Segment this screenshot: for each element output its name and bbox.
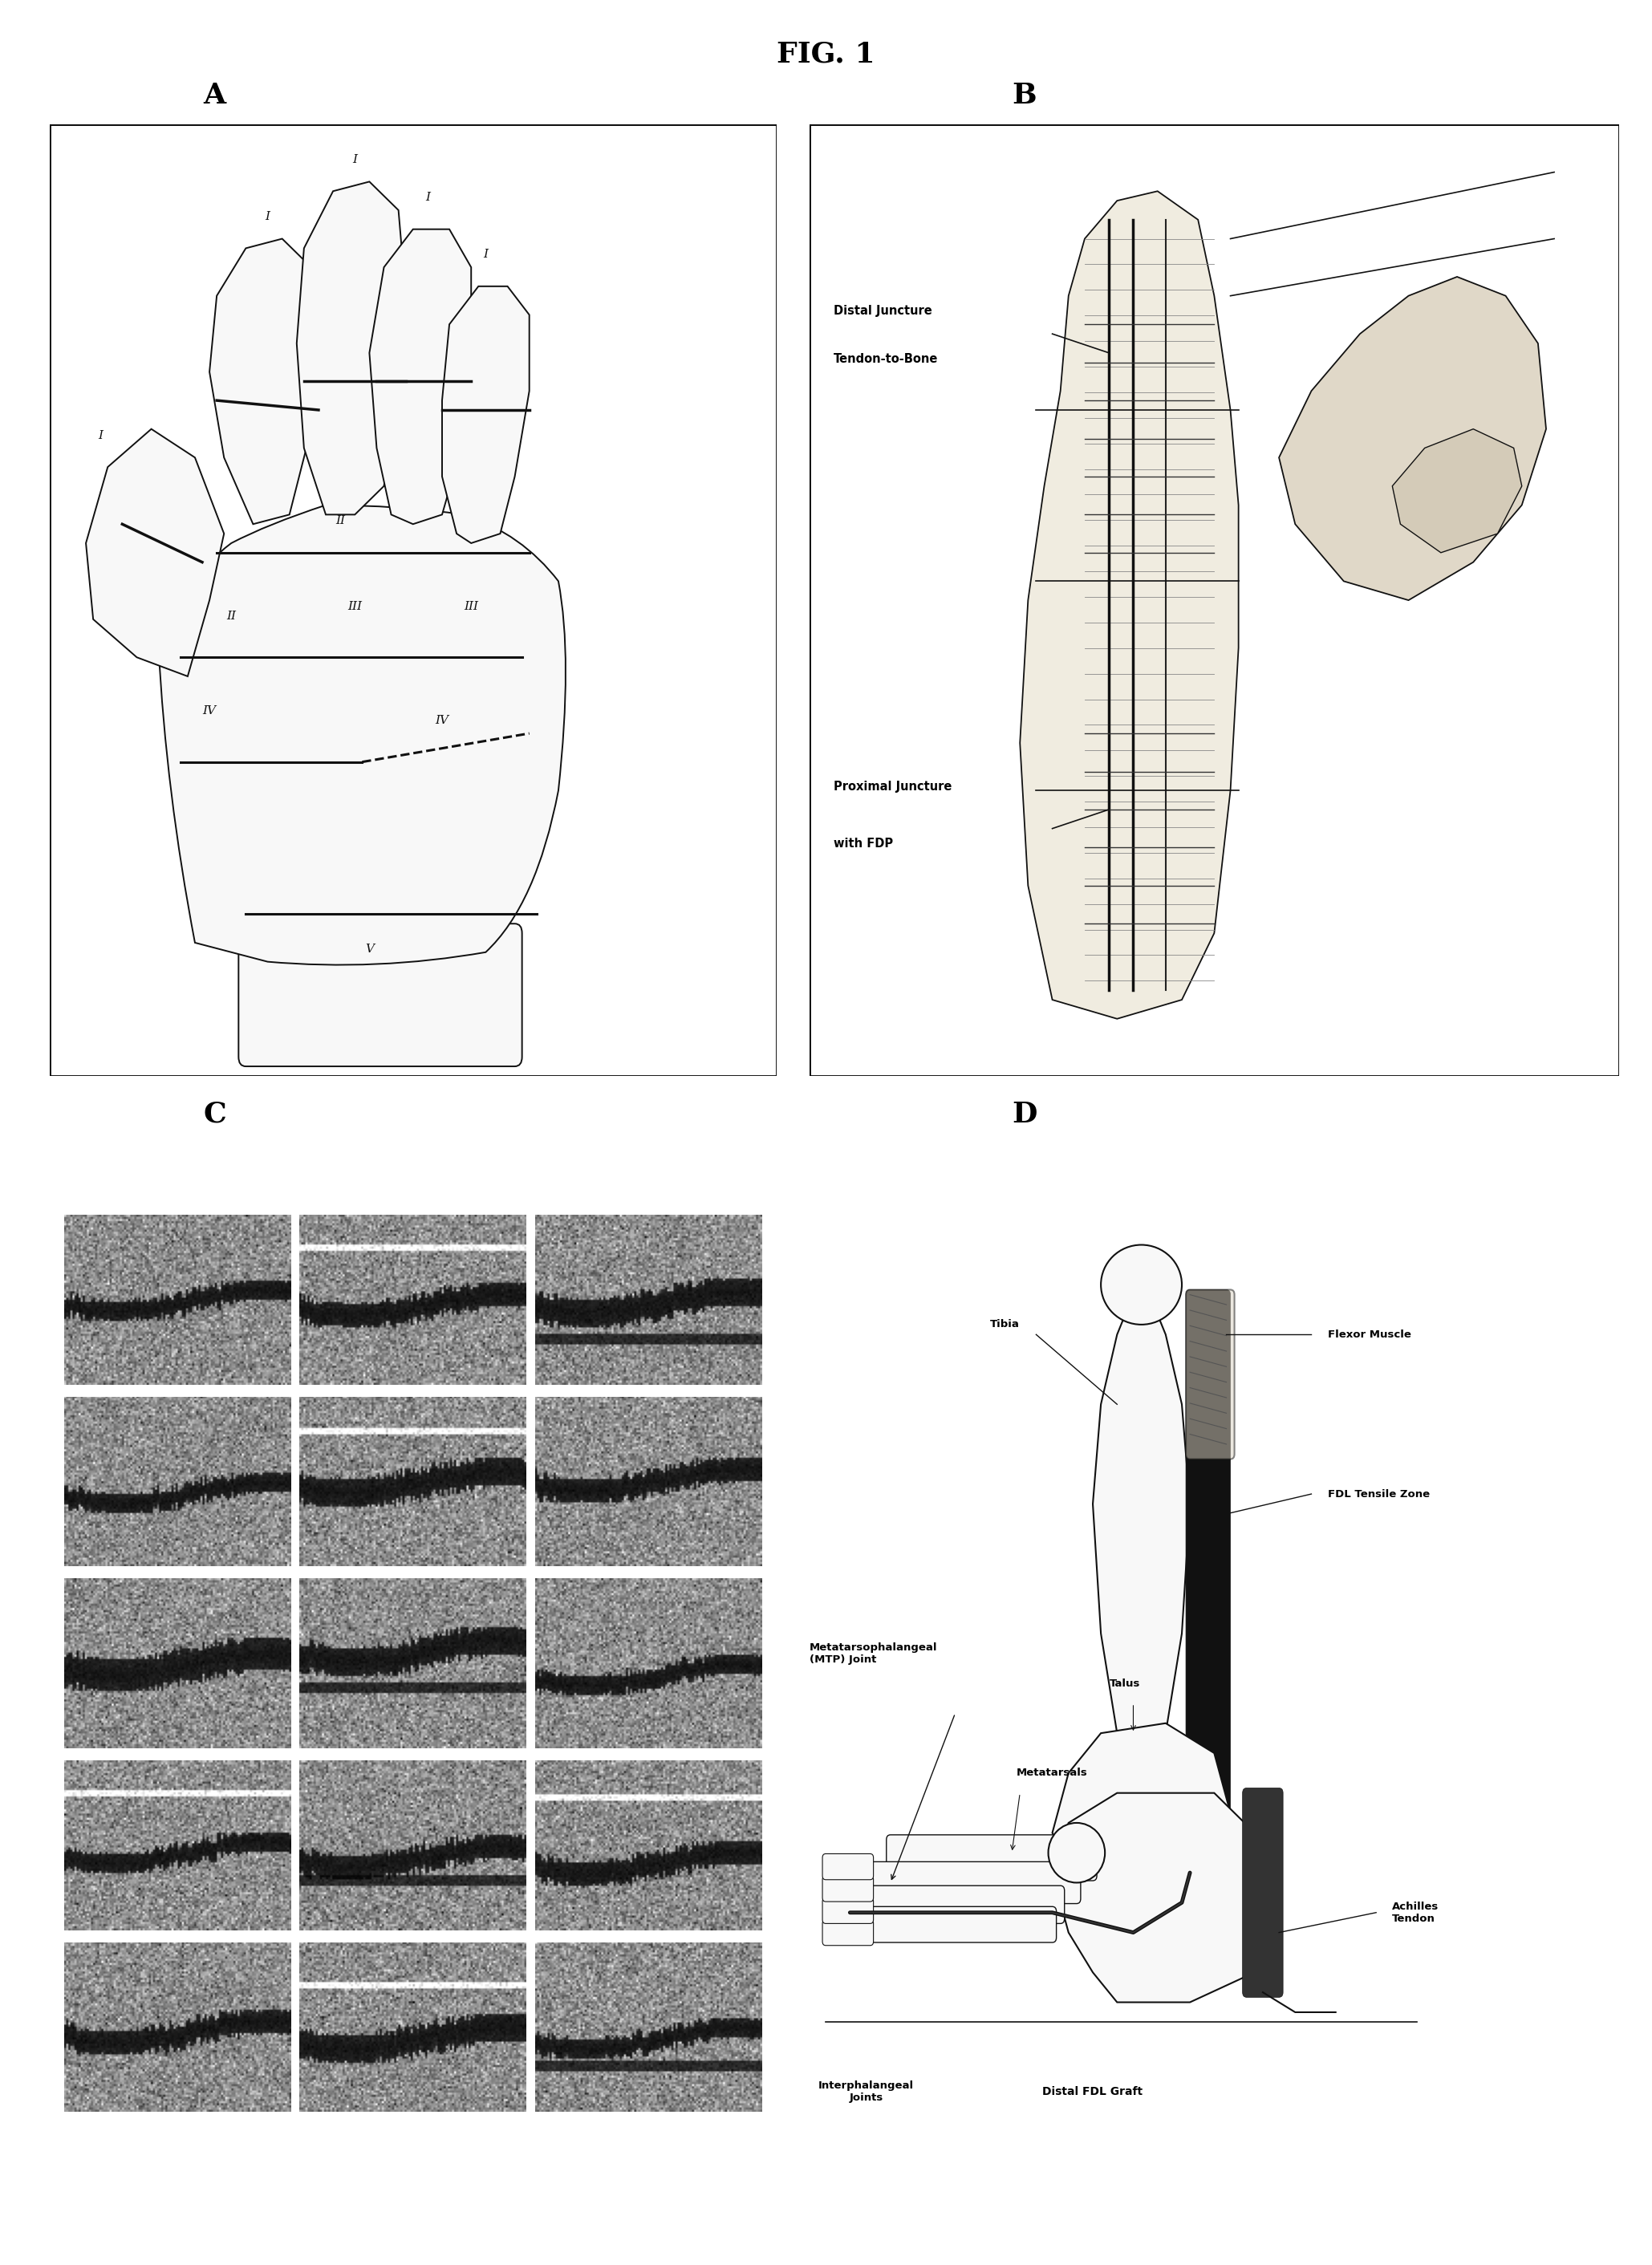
Polygon shape — [1019, 190, 1239, 1019]
Text: Distal FDL Graft: Distal FDL Graft — [1042, 2086, 1143, 2097]
Text: Metatarsals: Metatarsals — [1016, 1767, 1089, 1778]
Text: I: I — [352, 154, 357, 165]
Ellipse shape — [1049, 1823, 1105, 1882]
Text: III: III — [347, 600, 362, 612]
Polygon shape — [1052, 1724, 1231, 1894]
Text: D: D — [1011, 1101, 1037, 1128]
Text: II: II — [335, 516, 345, 525]
Text: FDL Tensile Zone: FDL Tensile Zone — [1328, 1488, 1429, 1499]
FancyBboxPatch shape — [854, 1887, 1064, 1923]
Text: A: A — [203, 82, 226, 109]
Text: II: II — [226, 612, 236, 621]
FancyBboxPatch shape — [823, 1898, 874, 1923]
FancyBboxPatch shape — [1186, 1289, 1234, 1459]
Text: Flexor Muscle: Flexor Muscle — [1328, 1330, 1411, 1341]
Polygon shape — [443, 285, 529, 544]
FancyBboxPatch shape — [823, 1875, 874, 1903]
Text: FIG. 1: FIG. 1 — [776, 41, 876, 68]
FancyBboxPatch shape — [1242, 1787, 1284, 1998]
FancyBboxPatch shape — [1186, 1289, 1231, 1878]
Polygon shape — [1393, 428, 1521, 553]
Text: I: I — [97, 430, 102, 442]
Polygon shape — [1052, 1794, 1270, 2002]
FancyBboxPatch shape — [846, 1907, 1056, 1943]
Text: with FDP: with FDP — [834, 838, 894, 849]
Text: I: I — [266, 211, 269, 222]
Text: Talus: Talus — [1110, 1678, 1140, 1690]
Polygon shape — [297, 181, 406, 514]
Polygon shape — [210, 238, 319, 523]
Text: IV: IV — [203, 707, 216, 716]
Text: IV: IV — [434, 716, 449, 727]
Text: V: V — [365, 945, 373, 954]
Polygon shape — [370, 229, 471, 523]
Text: Distal Juncture: Distal Juncture — [834, 306, 932, 317]
Text: B: B — [1013, 82, 1036, 109]
FancyBboxPatch shape — [823, 1853, 874, 1880]
Text: Interphalangeal
Joints: Interphalangeal Joints — [818, 2082, 914, 2104]
Text: Proximal Juncture: Proximal Juncture — [834, 781, 952, 793]
Text: Tibia: Tibia — [990, 1318, 1019, 1330]
FancyBboxPatch shape — [871, 1862, 1080, 1903]
PathPatch shape — [159, 505, 565, 965]
FancyBboxPatch shape — [887, 1835, 1097, 1880]
FancyBboxPatch shape — [823, 1918, 874, 1946]
Text: Metatarsophalangeal
(MTP) Joint: Metatarsophalangeal (MTP) Joint — [809, 1642, 937, 1665]
Polygon shape — [1279, 276, 1546, 600]
Polygon shape — [86, 428, 225, 677]
Text: I: I — [484, 249, 487, 260]
Text: C: C — [203, 1101, 226, 1128]
Polygon shape — [1094, 1296, 1189, 1733]
Text: Achilles
Tendon: Achilles Tendon — [1393, 1900, 1439, 1923]
FancyBboxPatch shape — [238, 924, 522, 1067]
Text: III: III — [464, 600, 479, 612]
Ellipse shape — [1100, 1246, 1181, 1325]
Text: Tendon-to-Bone: Tendon-to-Bone — [834, 353, 938, 365]
Text: I: I — [425, 193, 430, 204]
